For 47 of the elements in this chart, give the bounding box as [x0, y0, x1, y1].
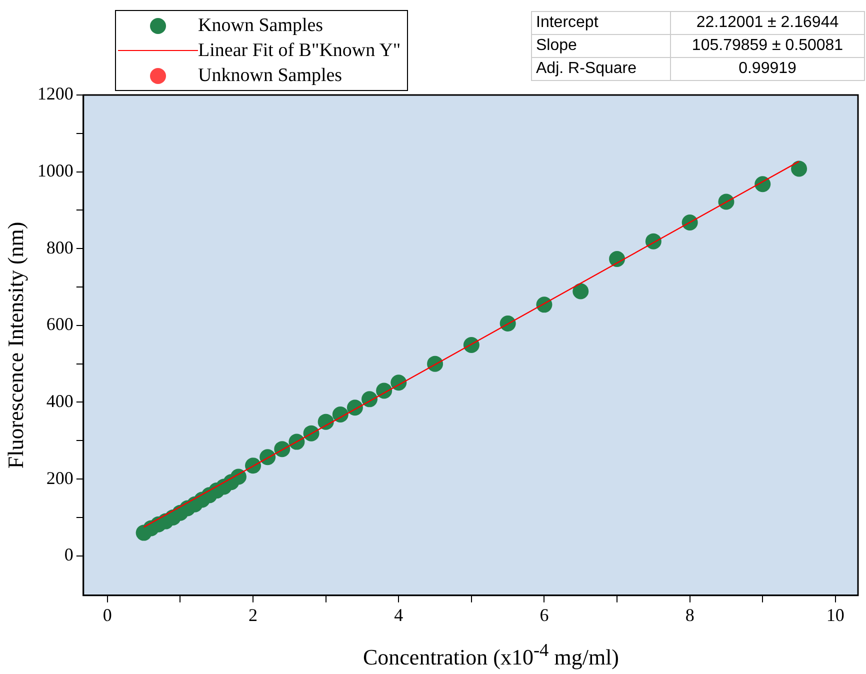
legend-label: Unknown Samples: [198, 64, 342, 86]
point: [260, 449, 276, 466]
point: [376, 382, 392, 399]
text: 0.99919: [670, 58, 864, 80]
x-tick-label: 0: [102, 604, 112, 625]
point: [463, 337, 480, 354]
y-tick-label: 0: [64, 544, 74, 565]
y-tick-label: 400: [46, 390, 74, 411]
legend-label: Known Samples: [198, 14, 324, 36]
x-tick-label: 10: [826, 604, 844, 625]
point: [645, 233, 662, 250]
y-tick-label: 1000: [37, 160, 74, 181]
y-axis-title: Fluorescence Intensity (nm): [2, 222, 28, 469]
y-tick-label: 800: [46, 237, 74, 258]
point: [332, 406, 348, 423]
legend-label: Linear Fit of B"Known Y": [198, 40, 401, 62]
x-tick-label: 4: [394, 604, 404, 625]
x-tick-label: 6: [540, 604, 549, 625]
point: [791, 160, 808, 177]
point: [318, 414, 334, 430]
point: [346, 400, 363, 416]
y-tick-label: 600: [46, 314, 74, 334]
y-tick-label: 1200: [37, 84, 74, 104]
point: [754, 176, 771, 192]
point: [245, 458, 262, 474]
point: [572, 283, 589, 300]
point: [274, 441, 290, 458]
text: 105.79859 ± 0.50081: [670, 34, 864, 58]
y-tick-label: 200: [46, 468, 74, 488]
point: [500, 316, 516, 332]
point: [230, 468, 246, 485]
point: [427, 356, 444, 372]
point: [536, 296, 552, 313]
text: 22.12001 ± 2.16944: [670, 12, 864, 34]
x-tick-label: 8: [685, 604, 694, 625]
point: [390, 374, 407, 391]
point: [718, 194, 734, 210]
point: [303, 425, 320, 442]
text: Intercept: [532, 12, 670, 34]
x-axis-title: Concentration (x10$^{-4}$ mg/ml): [362, 640, 620, 670]
point: [362, 391, 378, 408]
point: [609, 250, 626, 267]
point: [682, 214, 698, 230]
x-tick-label: 2: [248, 604, 258, 625]
point: [288, 434, 305, 450]
text: Adj. R-Square: [532, 58, 670, 80]
text: Slope: [532, 34, 670, 58]
